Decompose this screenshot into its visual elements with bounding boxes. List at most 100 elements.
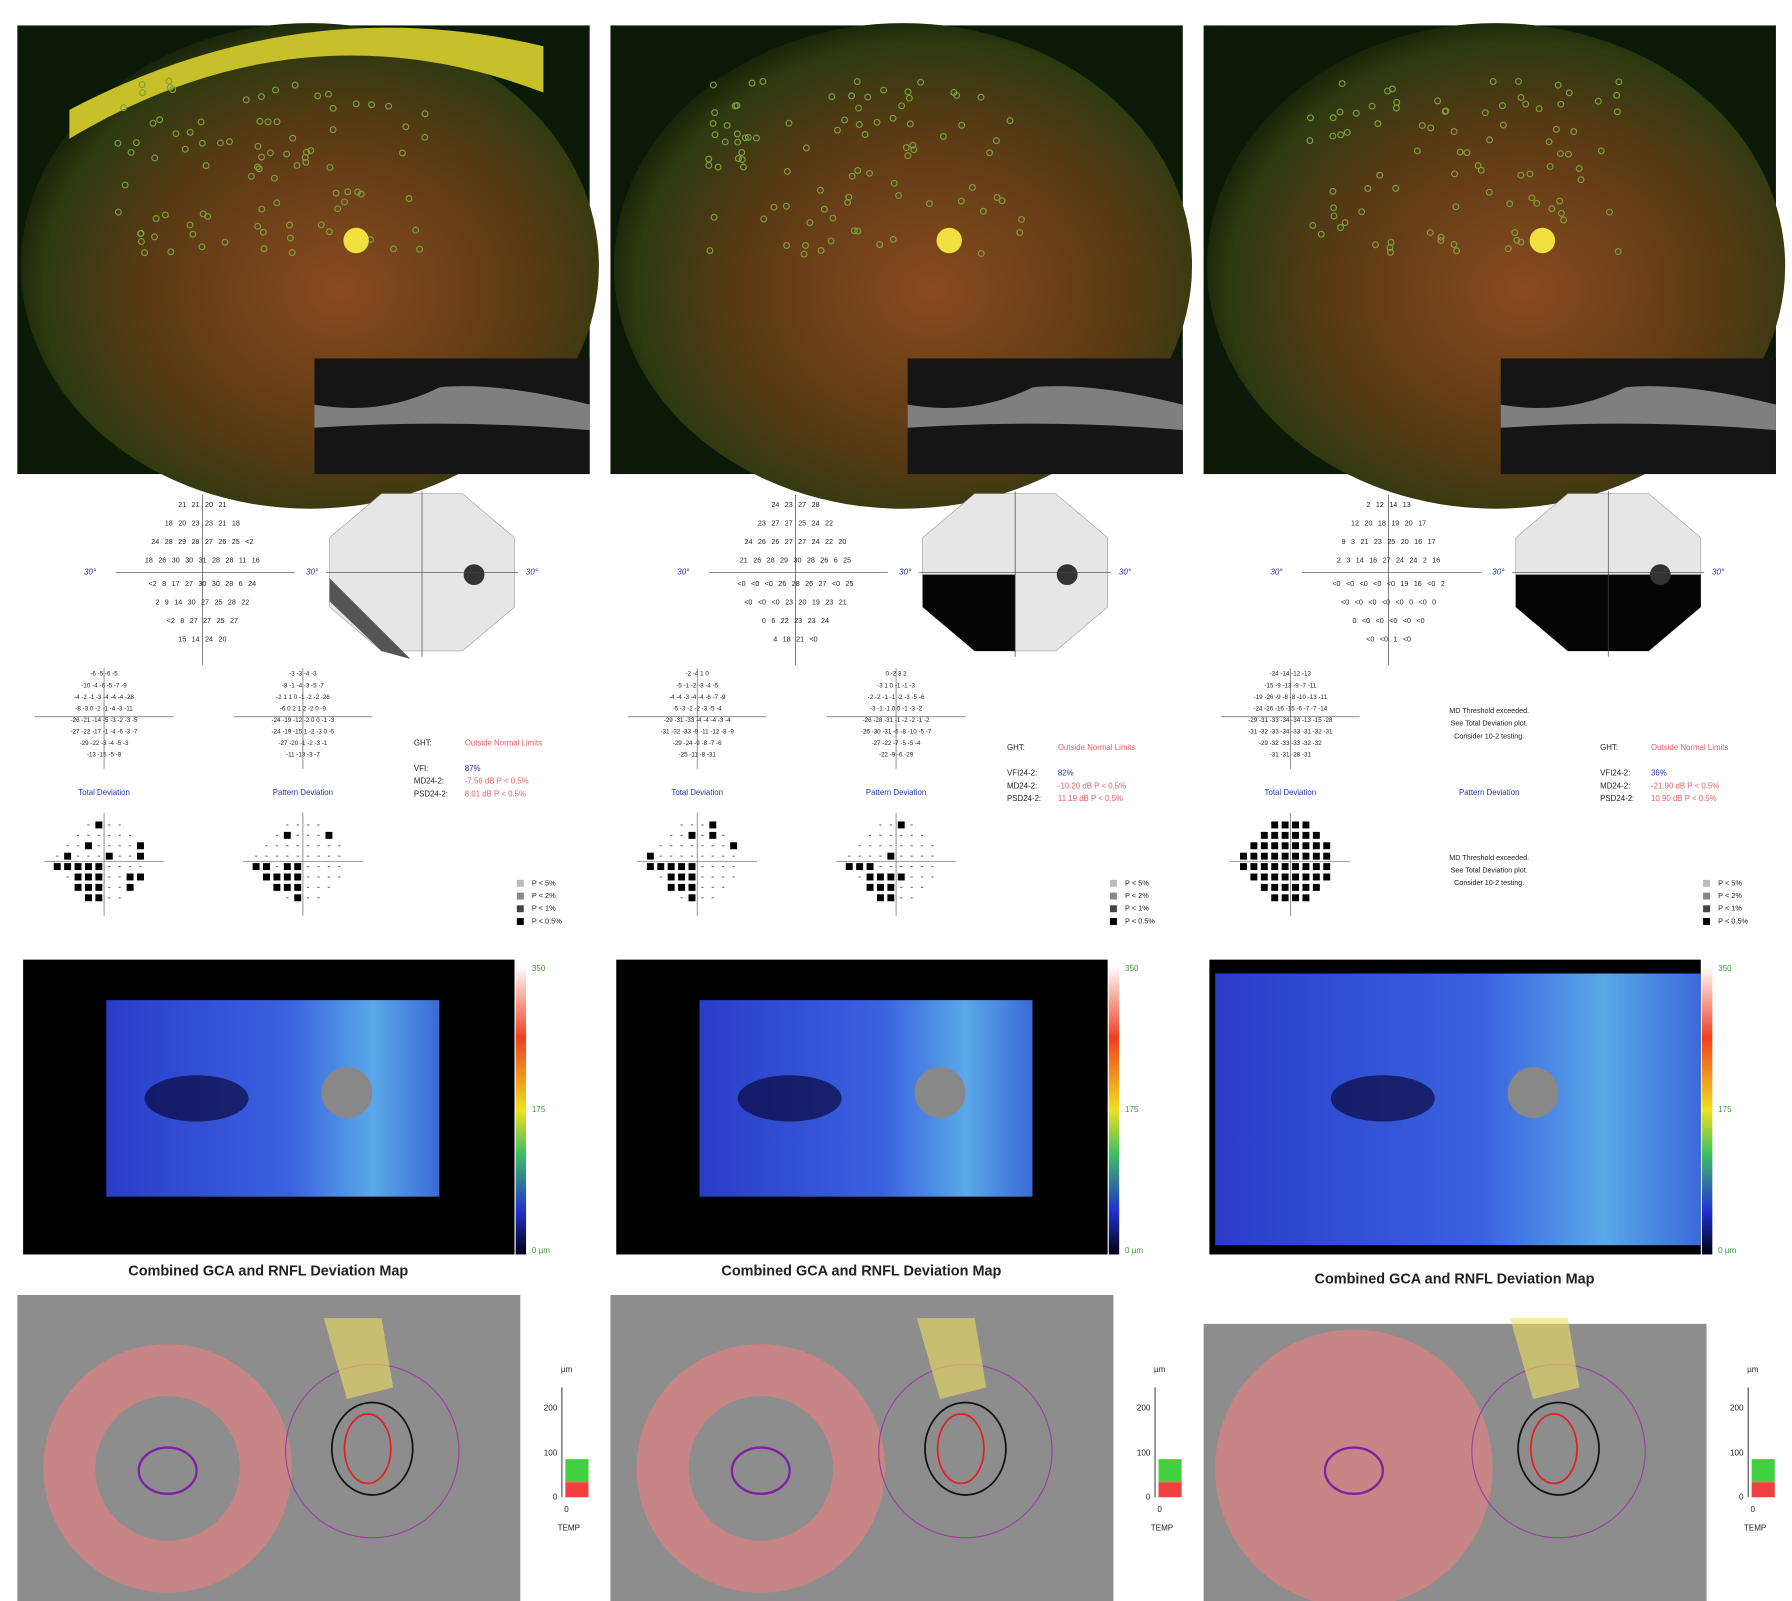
significance-cell xyxy=(74,873,82,881)
blind-spot xyxy=(1649,564,1671,586)
laser-scar xyxy=(861,131,869,138)
laser-scar xyxy=(917,78,925,86)
laser-scar xyxy=(909,141,917,149)
laser-scar xyxy=(301,153,309,161)
laser-scar xyxy=(314,92,322,100)
pattern-deviation-row: -8 -1 -4 -3 -5 -7 xyxy=(282,682,324,689)
laser-scar xyxy=(226,138,233,146)
laser-scar xyxy=(1442,107,1450,115)
laser-scar xyxy=(257,93,265,101)
significance-cell xyxy=(286,855,289,857)
significance-cell xyxy=(306,834,310,836)
laser-scar xyxy=(202,162,210,170)
significance-cell xyxy=(338,865,341,868)
laser-scar xyxy=(1358,208,1366,216)
significance-cell xyxy=(1260,831,1268,839)
laser-scar xyxy=(1533,199,1541,207)
plot-title: Pattern Deviation xyxy=(866,788,926,797)
significance-cell xyxy=(1312,842,1320,850)
laser-scar xyxy=(256,117,264,125)
total-deviation-row: -29 -31 -33 -4 -4 -4 -3 -4 xyxy=(664,717,731,724)
significance-cell xyxy=(690,845,694,847)
laser-scar xyxy=(1565,89,1573,97)
legend-symbol xyxy=(1109,879,1117,887)
laser-scar xyxy=(848,172,856,180)
significance-cell xyxy=(1292,863,1299,871)
significance-cell xyxy=(1292,831,1299,839)
significance-cell xyxy=(306,845,310,847)
laser-scar xyxy=(1329,187,1337,195)
significance-cell xyxy=(1292,842,1299,850)
disc-contour xyxy=(924,1401,1007,1496)
laser-scar xyxy=(1498,102,1506,110)
laser-scar xyxy=(1306,114,1314,122)
legend-symbol xyxy=(1703,879,1711,887)
significance-cell xyxy=(732,865,735,868)
legend-symbol xyxy=(1703,918,1711,925)
laser-scar xyxy=(1386,244,1394,251)
significance-cell xyxy=(317,845,320,847)
laser-scar xyxy=(854,167,862,174)
gca-ring xyxy=(1215,1329,1493,1601)
index-label: GHT: xyxy=(1600,743,1618,752)
threshold-row: 4 18 21 <0 xyxy=(773,635,817,643)
significance-cell xyxy=(252,863,260,871)
threshold-row: 9 3 21 23 25 20 16 17 xyxy=(1342,538,1436,546)
laser-scar xyxy=(904,152,912,160)
significance-cell xyxy=(118,886,121,888)
macular-thinning xyxy=(144,1075,249,1122)
significance-cell xyxy=(690,855,694,857)
significance-cell xyxy=(900,834,903,836)
laser-scar xyxy=(977,249,985,257)
significance-cell xyxy=(306,886,310,888)
significance-cell xyxy=(879,855,882,857)
threshold-row: 24 26 26 27 27 24 22 20 xyxy=(745,538,847,546)
laser-scar xyxy=(421,133,429,141)
significance-cell xyxy=(1292,883,1299,891)
laser-scar xyxy=(820,205,828,213)
index-value: -21.90 dB P < 0.5% xyxy=(1651,781,1719,790)
laser-scar xyxy=(1556,197,1564,205)
laser-scar xyxy=(121,181,129,189)
laser-scar xyxy=(270,174,278,182)
axis-label: 30° xyxy=(1119,567,1132,576)
thickness-tick: 100 xyxy=(1137,1448,1151,1457)
thickness-below xyxy=(1158,1482,1182,1498)
laser-scar xyxy=(1372,241,1379,249)
significance-cell xyxy=(286,824,289,826)
significance-cell xyxy=(66,876,69,878)
laser-scar xyxy=(398,149,406,157)
significance-cell xyxy=(306,865,310,868)
significance-cell xyxy=(1302,873,1310,881)
significance-cell xyxy=(670,855,673,857)
index-label: GHT: xyxy=(414,739,432,748)
significance-cell xyxy=(76,855,80,857)
significance-cell xyxy=(1312,852,1320,860)
plot-title: Total Deviation xyxy=(671,788,723,797)
laser-scar xyxy=(748,79,756,87)
laser-scar xyxy=(1006,117,1014,125)
laser-scar xyxy=(1337,131,1345,139)
laser-scar xyxy=(1597,147,1605,155)
laser-scar xyxy=(733,130,741,138)
significance-cell xyxy=(1260,873,1268,881)
significance-cell xyxy=(306,897,310,899)
legend-symbol xyxy=(516,879,524,887)
laser-scar xyxy=(1504,245,1512,253)
significance-cell xyxy=(688,863,696,871)
laser-scar xyxy=(1456,148,1464,156)
significance-cell xyxy=(910,824,913,826)
laser-scar xyxy=(848,92,856,100)
laser-scar xyxy=(1453,247,1461,255)
significance-cell xyxy=(900,897,903,899)
laser-scar xyxy=(283,150,291,158)
significance-cell xyxy=(709,821,717,829)
laser-scar xyxy=(1515,77,1522,85)
macular-thinning xyxy=(1330,1075,1435,1122)
significance-cell xyxy=(87,834,90,836)
significance-cell xyxy=(711,855,714,857)
significance-cell xyxy=(118,897,121,899)
laser-scar xyxy=(706,247,714,255)
significance-cell xyxy=(1302,852,1310,860)
pattern-note: MD Threshold exceeded. xyxy=(1449,707,1529,715)
